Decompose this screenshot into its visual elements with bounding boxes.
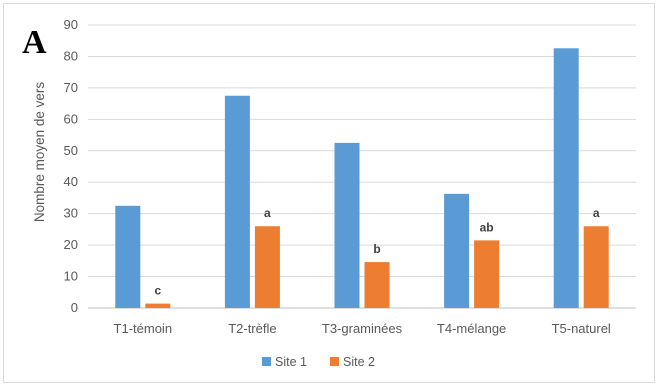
significance-label: a [593, 206, 600, 220]
x-tick-label: T1-témoin [114, 321, 173, 336]
bar-site-2 [583, 226, 609, 308]
y-tick-label: 90 [64, 17, 78, 32]
significance-label: ab [480, 220, 494, 234]
bars [115, 48, 609, 308]
gridlines [88, 24, 636, 309]
bar-site-2 [254, 226, 280, 308]
bar-site-2 [145, 303, 171, 308]
y-tick-label: 10 [64, 269, 78, 284]
y-tick-label: 0 [71, 300, 78, 315]
x-axis-ticks: T1-témoin T2-trèfle T3-graminées T4-mélange… [114, 321, 611, 336]
y-axis-label: Nombre moyen de vers [32, 82, 47, 223]
bar-site-1 [553, 48, 579, 308]
bar-site-1 [444, 193, 470, 308]
x-tick-label: T3-graminées [322, 321, 403, 336]
bar-site-2 [474, 240, 500, 308]
panel-label: A [22, 24, 47, 61]
chart-frame [3, 3, 655, 383]
bar-site-1 [224, 95, 250, 308]
significance-label: c [154, 284, 161, 298]
bar-site-1 [115, 205, 141, 308]
y-tick-label: 20 [64, 237, 78, 252]
y-tick-label: 70 [64, 80, 78, 95]
bar-site-2 [364, 262, 390, 308]
legend-swatch [330, 357, 339, 366]
bar-site-1 [334, 142, 360, 308]
legend-swatch [262, 357, 271, 366]
y-tick-label: 60 [64, 111, 78, 126]
x-tick-label: T2-trèfle [228, 321, 276, 336]
y-tick-label: 50 [64, 143, 78, 158]
significance-label: a [264, 206, 271, 220]
legend-label: Site 1 [275, 355, 307, 369]
x-tick-label: T5-naturel [552, 321, 611, 336]
y-tick-label: 80 [64, 48, 78, 63]
y-tick-label: 40 [64, 174, 78, 189]
legend-label: Site 2 [343, 355, 375, 369]
y-tick-label: 30 [64, 206, 78, 221]
y-axis-ticks: 0 10 20 30 40 50 60 70 80 90 [64, 17, 78, 315]
significance-label: b [373, 242, 380, 256]
legend: Site 1 Site 2 [262, 355, 375, 369]
x-tick-label: T4-mélange [437, 321, 506, 336]
